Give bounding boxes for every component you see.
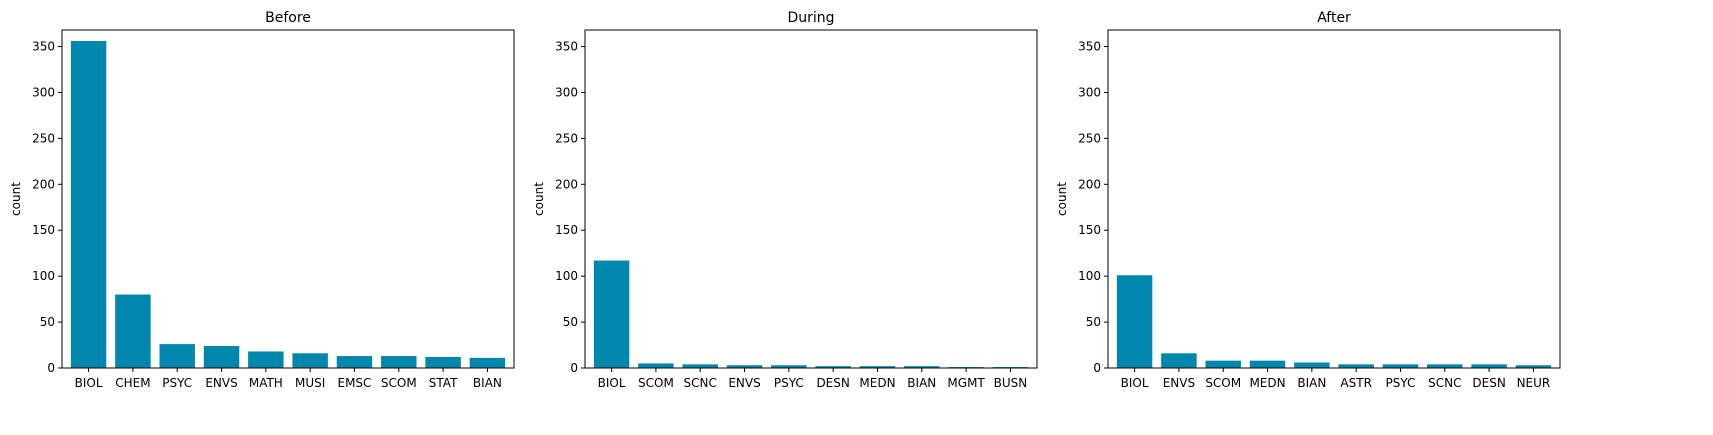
x-tick-label: ENVS — [205, 376, 237, 390]
chart-title: After — [1317, 10, 1351, 26]
y-tick-label: 0 — [47, 361, 55, 375]
y-tick-label: 300 — [555, 85, 578, 99]
x-tick-label: MGMT — [947, 376, 985, 390]
y-tick-label: 300 — [32, 85, 55, 99]
x-tick-label: DESN — [1472, 376, 1505, 390]
x-tick-label: SCOM — [638, 376, 674, 390]
y-tick-label: 150 — [32, 223, 55, 237]
chart-marks: 0 50 100 150 200 250 300 350 BIOL CHEM PSYC ENVS MAT… — [32, 40, 506, 390]
bar-psyc — [771, 365, 807, 368]
y-tick-label: 0 — [1093, 361, 1101, 375]
bar-envs — [726, 365, 763, 368]
x-tick-label: BIAN — [1297, 376, 1326, 390]
bar-astr — [1338, 364, 1374, 368]
x-tick-label: BUSN — [994, 376, 1028, 390]
x-tick-label: ASTR — [1340, 376, 1372, 390]
bar-math — [248, 351, 284, 368]
bar-bian — [469, 357, 506, 368]
y-axis-label: count — [9, 182, 23, 216]
y-tick-label: 250 — [1078, 131, 1101, 145]
x-tick-label: MEDN — [859, 376, 895, 390]
bar-psyc — [1382, 364, 1419, 368]
y-tick-label: 100 — [1078, 269, 1101, 283]
x-tick-label: SCOM — [1205, 376, 1241, 390]
bar-biol — [593, 260, 630, 368]
bar-scom — [638, 363, 674, 368]
y-tick-label: 100 — [555, 269, 578, 283]
plot-frame — [61, 29, 515, 369]
plot-frame — [1107, 29, 1561, 369]
x-tick-label: SCOM — [381, 376, 417, 390]
bar-chem — [115, 294, 151, 368]
x-tick-label: NEUR — [1517, 376, 1551, 390]
bar-bian — [904, 366, 940, 368]
bar-scom — [381, 356, 417, 368]
x-tick-label: BIAN — [473, 376, 502, 390]
y-tick-label: 250 — [32, 131, 55, 145]
x-tick-label: PSYC — [1386, 376, 1416, 390]
y-tick-label: 50 — [40, 315, 55, 329]
y-tick-label: 200 — [32, 177, 55, 191]
x-tick-label: BIOL — [598, 376, 626, 390]
x-tick-label: MEDN — [1249, 376, 1285, 390]
chart-panel-after: After count 0 50 100 150 200 250 300 350 BIOL ENV… — [1055, 10, 1561, 390]
y-tick-label: 250 — [555, 131, 578, 145]
chart-title: Before — [265, 10, 311, 26]
bar-medn — [1249, 360, 1286, 368]
chart-title: During — [787, 10, 834, 26]
bar-scom — [1205, 360, 1241, 368]
y-tick-label: 150 — [1078, 223, 1101, 237]
bar-scnc — [682, 364, 718, 368]
x-tick-label: DESN — [816, 376, 849, 390]
y-tick-label: 150 — [555, 223, 578, 237]
chart-marks: 0 50 100 150 200 250 300 350 BIOL SCOM SCNC ENVS PSY… — [555, 40, 1029, 390]
y-tick-label: 350 — [555, 40, 578, 54]
y-tick-label: 100 — [32, 269, 55, 283]
bar-musi — [292, 353, 328, 368]
x-tick-label: ENVS — [728, 376, 760, 390]
y-tick-label: 50 — [563, 315, 578, 329]
y-axis-label: count — [1055, 182, 1069, 216]
bar-scnc — [1427, 364, 1463, 368]
y-tick-label: 350 — [1078, 40, 1101, 54]
x-tick-label: SCNC — [1428, 376, 1461, 390]
y-tick-label: 50 — [1086, 315, 1101, 329]
x-tick-label: PSYC — [162, 376, 192, 390]
bar-emsc — [336, 356, 373, 368]
x-tick-label: SCNC — [684, 376, 717, 390]
bar-medn — [859, 366, 896, 368]
x-tick-label: ENVS — [1163, 376, 1195, 390]
y-axis-label: count — [532, 182, 546, 216]
bar-envs — [1161, 353, 1197, 368]
bar-desn — [1471, 364, 1507, 368]
x-tick-label: PSYC — [774, 376, 804, 390]
plot-frame — [584, 29, 1038, 369]
y-tick-label: 200 — [555, 177, 578, 191]
x-tick-label: BIOL — [75, 376, 103, 390]
x-tick-label: MATH — [249, 376, 283, 390]
x-tick-label: BIOL — [1121, 376, 1149, 390]
bar-envs — [203, 345, 240, 368]
bar-neur — [1515, 365, 1552, 368]
bar-bian — [1294, 362, 1330, 368]
x-tick-label: STAT — [429, 376, 458, 390]
chart-panel-during: During count 0 50 100 150 200 250 300 350 BIOL SC… — [532, 10, 1038, 390]
bar-desn — [815, 366, 851, 368]
x-tick-label: CHEM — [115, 376, 150, 390]
x-tick-label: MUSI — [295, 376, 325, 390]
bar-stat — [425, 356, 461, 368]
y-tick-label: 350 — [32, 40, 55, 54]
bar-biol — [1116, 275, 1153, 368]
y-tick-label: 0 — [570, 361, 578, 375]
y-tick-label: 300 — [1078, 85, 1101, 99]
x-tick-label: BIAN — [907, 376, 936, 390]
bar-biol — [70, 41, 107, 369]
bar-psyc — [159, 344, 195, 368]
chart-panel-before: Before count 0 50 100 150 200 250 300 350 BIOL CH… — [9, 10, 515, 390]
y-tick-label: 200 — [1078, 177, 1101, 191]
x-tick-label: EMSC — [338, 376, 372, 390]
chart-marks: 0 50 100 150 200 250 300 350 BIOL ENVS SCOM MEDN BIA… — [1078, 40, 1552, 390]
